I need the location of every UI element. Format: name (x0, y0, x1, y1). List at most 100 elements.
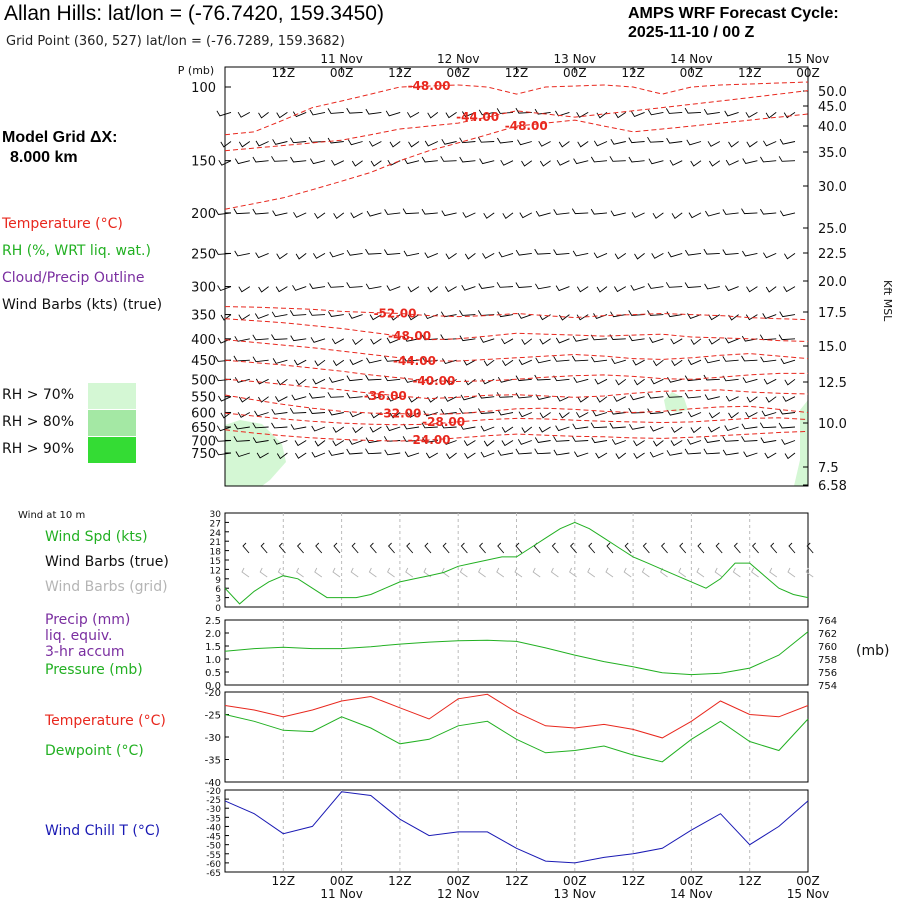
kft-tick-label-12: 10.0 (818, 417, 847, 432)
wind-barb (609, 422, 626, 429)
wind-barb (559, 314, 570, 321)
wind-barb (366, 357, 382, 364)
wind-barb (553, 375, 570, 382)
pressure-tick-label-700: 700 (191, 434, 216, 449)
legend-pressure: Pressure (mb) (45, 662, 143, 678)
page-title: Allan Hills: lat/lon = (-76.7420, 159.34… (4, 2, 384, 25)
wind-barb (534, 248, 551, 255)
wind-barb (741, 355, 758, 362)
surface-barb-grid (769, 567, 778, 578)
wind-barb (779, 311, 796, 318)
wind-barb (220, 314, 232, 321)
wind-barb (577, 141, 589, 148)
wind-barb (441, 210, 457, 217)
wind-barb (369, 140, 382, 147)
wind-barb (370, 412, 382, 419)
pressure-tick-label-100: 100 (191, 81, 216, 96)
pressure-right-tick-762: 762 (818, 629, 837, 640)
surface-barb-grid (241, 567, 250, 578)
wind-barb (233, 436, 250, 442)
rh80-swatch (88, 410, 136, 436)
panel-1-tick-27: 27 (210, 519, 221, 529)
kft-tick-label-10: 15.0 (818, 340, 847, 355)
wind-barb (576, 286, 589, 293)
wind-barb (573, 377, 589, 383)
wind-barb (275, 396, 288, 402)
wind-barb (290, 424, 307, 430)
wind-barb (349, 411, 363, 418)
surface-barb-true (751, 542, 759, 554)
wind-barb (592, 410, 608, 417)
wind-barb (214, 249, 232, 255)
wind-barb (722, 436, 739, 442)
isotherm-line-1 (224, 81, 809, 136)
pressure-tick-label-650: 650 (191, 421, 216, 436)
wind-barb (628, 156, 645, 163)
kft-tick-label-6: 25.0 (818, 222, 847, 237)
surface-barb-grid (532, 567, 541, 578)
wind-barb (328, 311, 344, 317)
surface-barb-true (296, 542, 304, 554)
wind-barb (327, 392, 344, 398)
wind-barb (534, 437, 551, 443)
wind-barb (517, 439, 532, 445)
wind-barb (271, 156, 288, 162)
surface-barb-true (424, 542, 432, 554)
wind-barb (483, 359, 495, 367)
wind-barb (611, 439, 626, 445)
wind-barb (539, 160, 551, 167)
wind-barb (571, 436, 589, 442)
surface-barb-grid (587, 567, 596, 578)
panel-2-tick-1.5: 1.5 (205, 642, 221, 653)
wind-barb (615, 378, 627, 386)
wind-barb (252, 422, 269, 429)
bottom-date-label-2: 12 Nov (437, 887, 480, 900)
wind-barb (310, 158, 326, 165)
wind-barb (327, 137, 344, 144)
panel-2-tick-0.0: 0.0 (205, 681, 221, 692)
wind-barb (462, 111, 476, 118)
wind-barb (295, 378, 307, 386)
wind-barb (780, 358, 796, 365)
model-grid: Model Grid ΔX: 8.000 km (2, 128, 118, 168)
wind-barb (553, 449, 570, 456)
wind-barb (781, 439, 796, 445)
wind-barb (308, 310, 326, 316)
panel-4-tick--65: -65 (206, 869, 221, 879)
panel-1-tick-24: 24 (210, 529, 222, 539)
wind-barb (515, 375, 532, 382)
wind-barb (256, 452, 269, 459)
wind-barb (294, 440, 307, 447)
wind-barb (295, 253, 307, 260)
wind-barb (234, 423, 250, 430)
wind-barb (647, 392, 664, 399)
dewpoint-line (224, 714, 809, 763)
pressure-tick-label-250: 250 (191, 247, 216, 262)
wind-barb (534, 374, 551, 381)
wind-barb (590, 422, 608, 429)
top-date-label-4: 14 Nov (670, 52, 713, 66)
pressure-right-tick-760: 760 (818, 642, 837, 653)
bottom-hour-label-4: 00Z (446, 874, 470, 888)
wind-barb (445, 112, 457, 119)
surface-barb-grid (714, 567, 723, 578)
wind-barb (445, 253, 457, 260)
wind-barb (272, 139, 288, 145)
wind-barb (555, 425, 570, 432)
wind-barb (741, 208, 758, 215)
wind-barb (313, 253, 326, 259)
surface-barb-true (351, 542, 359, 554)
surface-barb-true (242, 542, 250, 554)
wind-barb (539, 314, 551, 321)
wind-barb (632, 359, 645, 366)
wind-barb (384, 356, 401, 362)
surface-barb-grid (478, 567, 486, 578)
surface-barb-true (697, 542, 705, 554)
surface-barb-grid (350, 567, 359, 578)
wind-barb (630, 284, 645, 291)
wind-barb (763, 378, 777, 385)
panel-1-tick-12: 12 (210, 566, 221, 576)
wind-barb (331, 159, 344, 166)
surface-barb-true (333, 542, 341, 554)
